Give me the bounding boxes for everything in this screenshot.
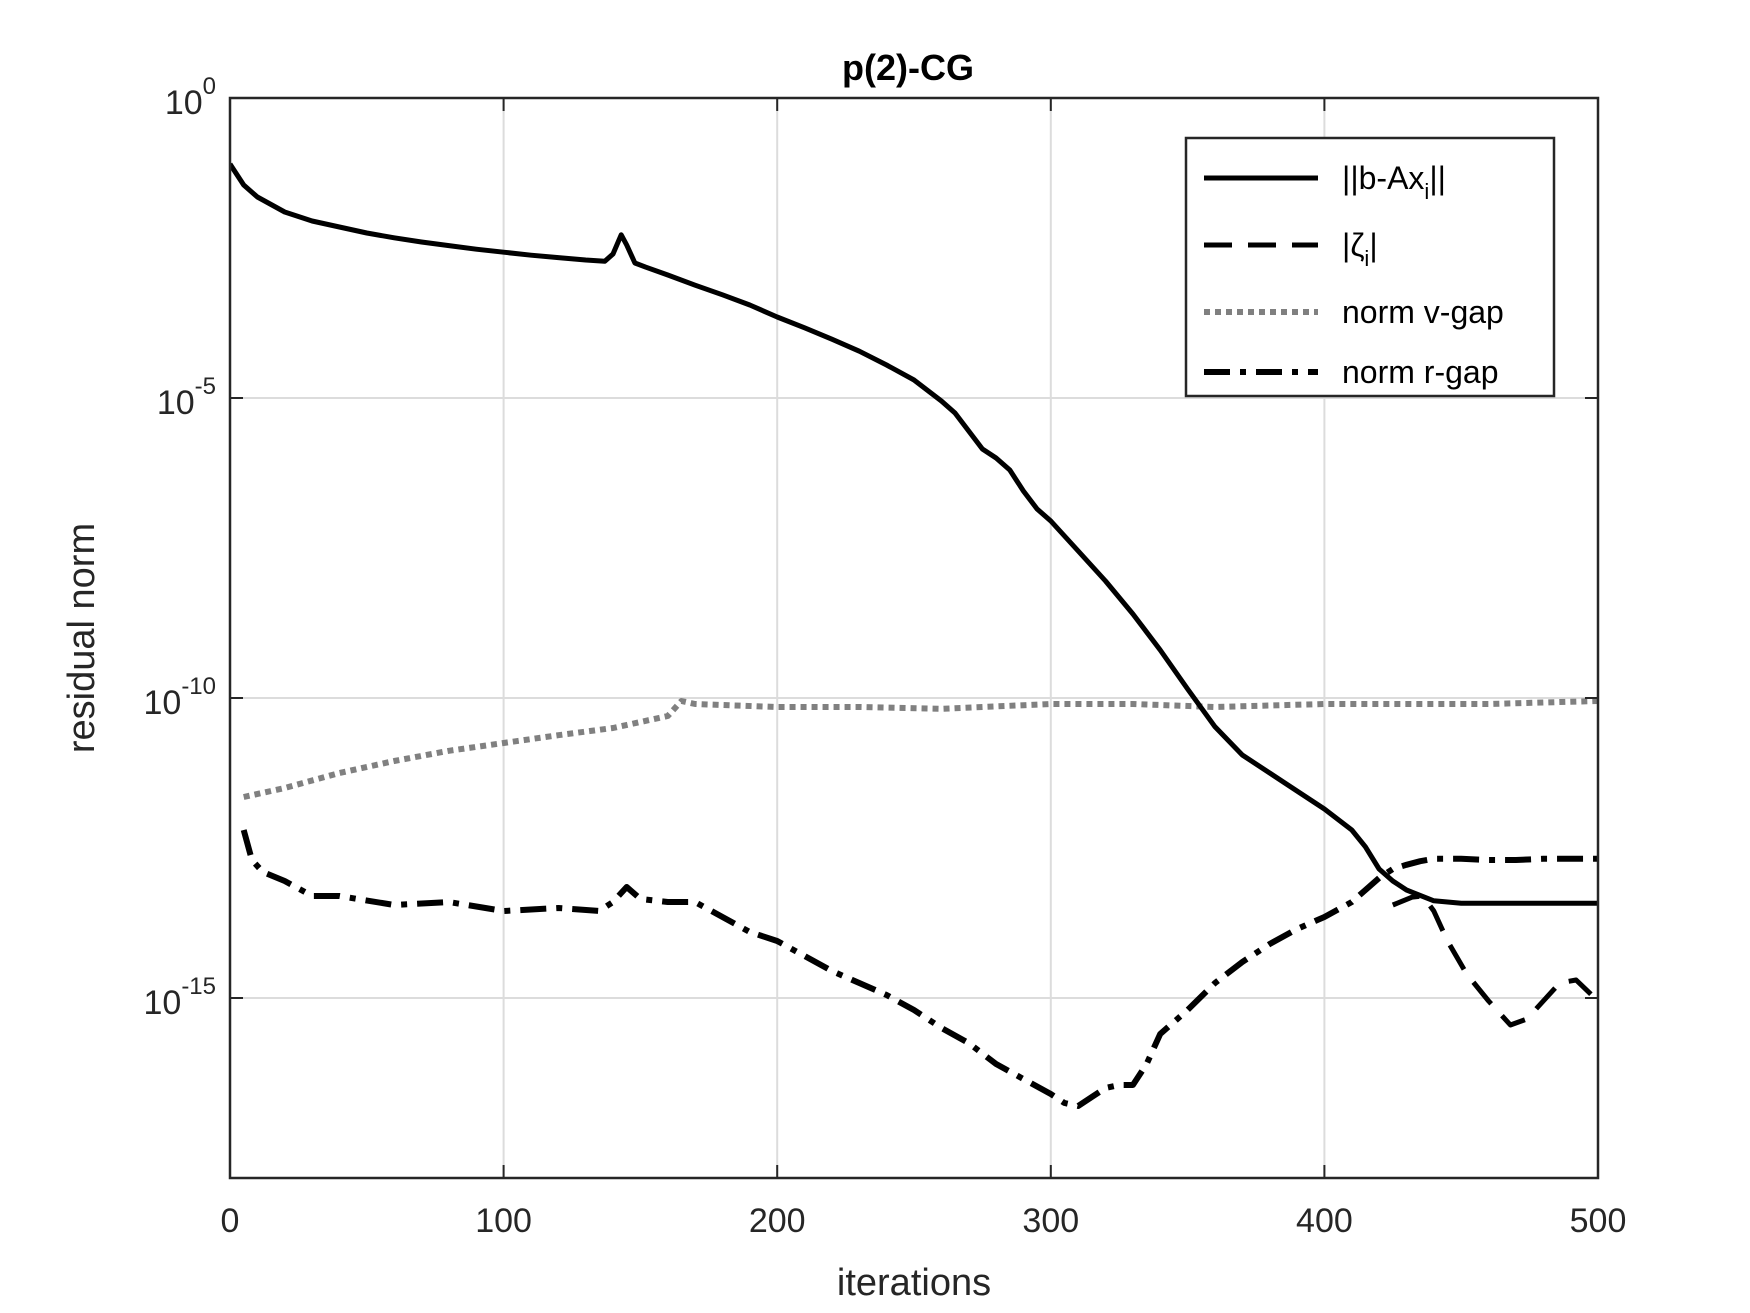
legend-label-vgap: norm v-gap: [1342, 294, 1504, 330]
tick-labels: 0 100 200 300 400 500 100 10-5 10-10 10-15: [143, 73, 1626, 1240]
legend-label-zeta: |ζi|: [1342, 227, 1378, 271]
series-line-vgap: [243, 698, 1598, 800]
y-tick-label: 10-15: [143, 973, 216, 1022]
x-tick-label: 400: [1296, 1202, 1353, 1240]
y-axis-label: residual norm: [61, 523, 103, 753]
legend-box: [1184, 136, 1556, 398]
series-line-residual: [230, 162, 1598, 906]
x-tick-label: 200: [749, 1202, 806, 1240]
x-tick-label: 300: [1022, 1202, 1079, 1240]
x-tick-label: 0: [221, 1202, 240, 1240]
chart-title: p(2)-CG: [842, 47, 974, 88]
legend: ||b-Axi|| |ζi| norm v-gap norm r-gap: [1184, 136, 1556, 398]
y-tick-label: 100: [165, 73, 216, 122]
plot-frame: [228, 96, 1600, 1180]
series-layer: [230, 162, 1598, 1109]
legend-label-rgap: norm r-gap: [1342, 354, 1499, 390]
legend-label-residual: ||b-Axi||: [1342, 160, 1446, 204]
y-tick-label: 10-5: [157, 373, 216, 422]
x-tick-label: 500: [1570, 1202, 1627, 1240]
y-tick-label: 10-10: [143, 673, 216, 722]
series-line-rgap: [240, 829, 1598, 1109]
grid-lines: [230, 98, 1598, 1178]
x-tick-label: 100: [475, 1202, 532, 1240]
series-line-zeta: [1391, 893, 1598, 1028]
x-axis-label: iterations: [837, 1262, 991, 1304]
